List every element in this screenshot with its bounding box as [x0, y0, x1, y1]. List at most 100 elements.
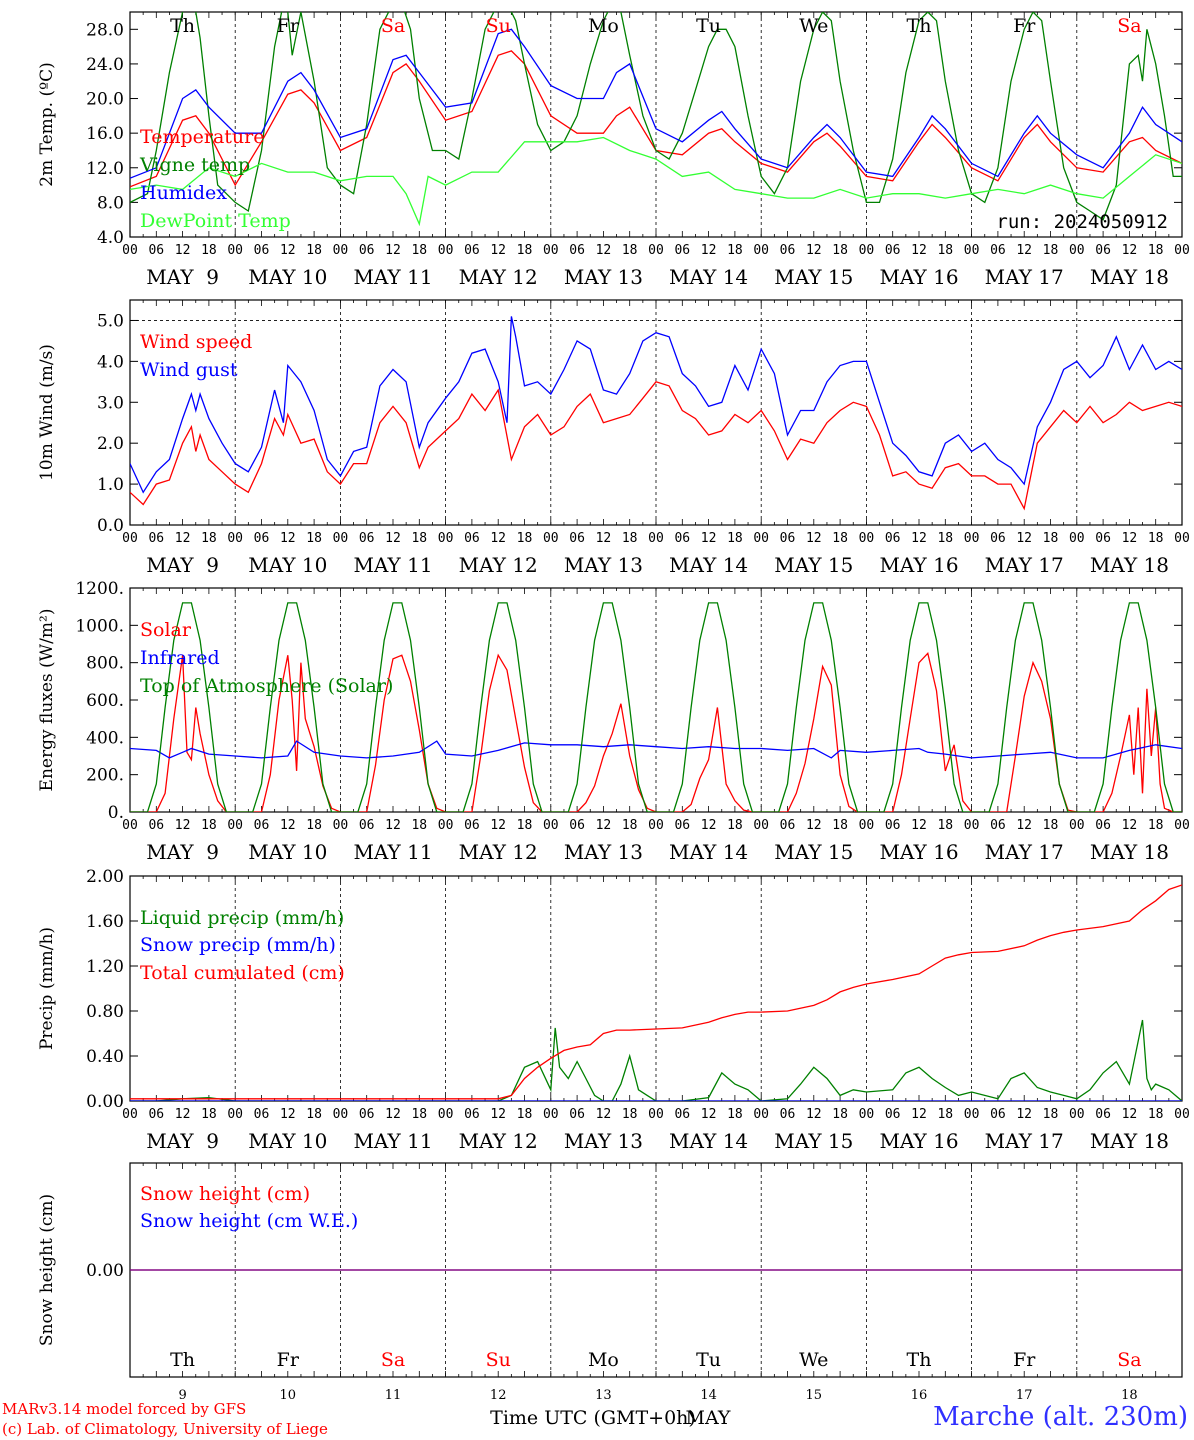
- x-date-label: MAY 18: [1090, 265, 1169, 289]
- x-hour-label: 00: [543, 1107, 559, 1122]
- x-hour-label: 06: [885, 243, 901, 258]
- x-date-label: MAY 18: [1090, 1129, 1169, 1153]
- x-axis-month: MAY: [686, 1407, 731, 1429]
- y-tick-label: 0.0: [97, 516, 124, 536]
- x-hour-label: 18: [727, 1107, 743, 1122]
- x-hour-label: 12: [385, 243, 401, 258]
- day-name-label: Sa: [381, 15, 405, 37]
- x-date-label: MAY 16: [879, 840, 958, 864]
- legend-entry: Temperature: [140, 126, 264, 148]
- x-hour-label: 18: [1148, 1107, 1164, 1122]
- x-hour-label: 12: [490, 531, 506, 546]
- x-hour-label: 18: [411, 243, 427, 258]
- series-line-blue: [130, 316, 1182, 494]
- x-hour-label: 06: [885, 531, 901, 546]
- credit-lab-text: (c) Lab. of Climatology, University of L…: [2, 1420, 328, 1438]
- y-axis-label: Precip (mm/h): [37, 927, 57, 1050]
- y-tick-label: 4.0: [97, 228, 124, 248]
- credit-model-text: MARv3.14 model forced by GFS: [2, 1400, 247, 1418]
- x-date-label: MAY 16: [879, 1129, 958, 1153]
- x-hour-label: 06: [464, 531, 480, 546]
- day-name-label: Su: [486, 1349, 511, 1371]
- x-hour-label: 00: [964, 818, 980, 833]
- day-number-label: 16: [911, 1388, 928, 1403]
- x-hour-label: 12: [280, 818, 296, 833]
- day-name-label: Sa: [1117, 1349, 1141, 1371]
- day-number-label: 15: [806, 1388, 823, 1403]
- series-line-blue: [130, 28, 1182, 179]
- x-hour-label: 12: [911, 1107, 927, 1122]
- x-hour-label: 06: [990, 243, 1006, 258]
- day-name-label: Sa: [1117, 15, 1141, 37]
- y-tick-label: 0.00: [86, 1261, 124, 1281]
- x-hour-label: 06: [990, 818, 1006, 833]
- legend-entry: Solar: [140, 619, 192, 641]
- x-hour-label: 18: [411, 531, 427, 546]
- x-hour-label: 12: [806, 243, 822, 258]
- x-hour-label: 12: [596, 818, 612, 833]
- x-hour-label: 18: [201, 531, 217, 546]
- y-tick-label: 800.: [86, 654, 124, 674]
- day-name-label: We: [799, 1349, 828, 1371]
- y-tick-label: 200.: [86, 766, 124, 786]
- x-hour-label: 12: [385, 531, 401, 546]
- y-tick-label: 8.0: [97, 193, 124, 213]
- x-hour-label: 18: [727, 531, 743, 546]
- legend-entry: Liquid precip (mm/h): [140, 907, 344, 929]
- x-hour-label: 12: [280, 243, 296, 258]
- x-hour-label: 00: [1069, 1107, 1085, 1122]
- legend-entry: Snow precip (mm/h): [140, 934, 336, 956]
- x-hour-label: 18: [1148, 531, 1164, 546]
- y-tick-label: 1.60: [86, 912, 124, 932]
- series-line-green: [130, 1019, 1182, 1101]
- day-name-label: Sa: [381, 1349, 405, 1371]
- x-hour-label: 12: [806, 531, 822, 546]
- y-tick-label: 0.00: [86, 1092, 124, 1112]
- x-hour-label: 18: [622, 1107, 638, 1122]
- x-hour-label: 18: [937, 531, 953, 546]
- series-line-light_green: [130, 136, 1182, 227]
- x-hour-label: 12: [490, 818, 506, 833]
- x-hour-label: 06: [254, 243, 270, 258]
- x-hour-label: 12: [280, 1107, 296, 1122]
- series-line-red: [130, 651, 1182, 812]
- x-hour-label: 12: [1122, 531, 1138, 546]
- x-hour-label: 00: [122, 243, 138, 258]
- x-date-label: MAY 11: [353, 1129, 432, 1153]
- x-date-label: MAY 9: [146, 265, 219, 289]
- day-name-label: Fr: [1013, 1349, 1036, 1371]
- x-date-label: MAY 15: [774, 265, 853, 289]
- x-hour-label: 06: [1095, 1107, 1111, 1122]
- x-hour-label: 06: [1095, 531, 1111, 546]
- y-axis-label: 10m Wind (m/s): [37, 344, 57, 481]
- x-hour-label: 12: [385, 1107, 401, 1122]
- x-hour-label: 00: [1174, 1107, 1190, 1122]
- y-tick-label: 16.0: [86, 124, 124, 144]
- x-hour-label: 06: [254, 531, 270, 546]
- x-hour-label: 18: [306, 531, 322, 546]
- x-hour-label: 18: [411, 1107, 427, 1122]
- day-number-label: 14: [700, 1388, 717, 1403]
- x-hour-label: 18: [201, 243, 217, 258]
- x-axis-title: Time UTC (GMT+0h): [490, 1407, 696, 1429]
- x-date-label: MAY 18: [1090, 553, 1169, 577]
- y-tick-label: 400.: [86, 728, 124, 748]
- x-hour-label: 06: [780, 243, 796, 258]
- series-line-red: [130, 381, 1182, 511]
- x-hour-label: 00: [964, 243, 980, 258]
- x-date-label: MAY 14: [669, 840, 748, 864]
- legend-entry: Snow height (cm): [140, 1183, 310, 1205]
- x-hour-label: 06: [1095, 243, 1111, 258]
- x-hour-label: 18: [937, 818, 953, 833]
- x-hour-label: 18: [201, 1107, 217, 1122]
- y-tick-label: 1.0: [97, 475, 124, 495]
- day-number-label: 18: [1121, 1388, 1138, 1403]
- day-name-label: Th: [907, 15, 932, 37]
- x-hour-label: 06: [148, 1107, 164, 1122]
- x-hour-label: 06: [990, 531, 1006, 546]
- y-tick-label: 0.80: [86, 1002, 124, 1022]
- run-label: run: 2024050912: [996, 211, 1168, 233]
- chart-panel-3: 0. 200. 400. 600. 800. 1000. 1200. Energy fluxe…: [37, 579, 1190, 864]
- x-hour-label: 12: [911, 531, 927, 546]
- x-hour-label: 00: [648, 531, 664, 546]
